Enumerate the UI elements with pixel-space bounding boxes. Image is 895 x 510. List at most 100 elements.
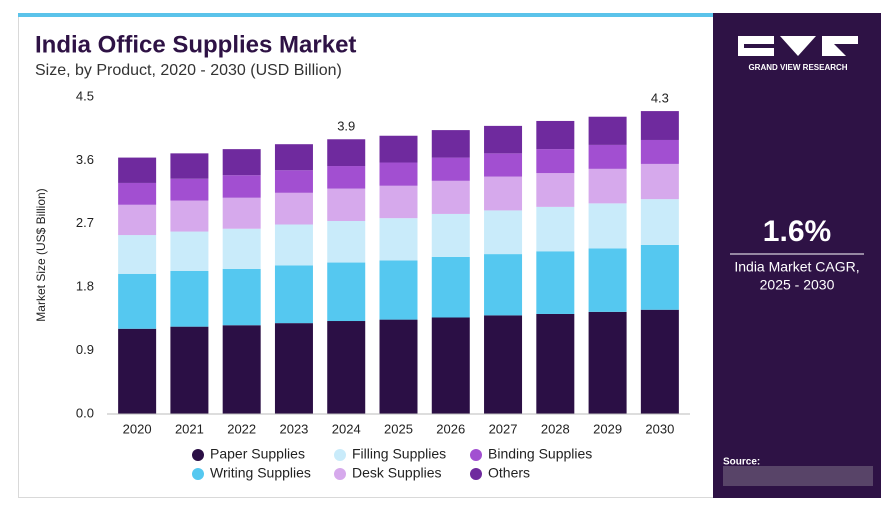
cagr-period: 2025 - 2030	[760, 277, 835, 293]
bar-segment	[118, 273, 157, 329]
bar-segment	[327, 166, 366, 189]
bar-segment	[536, 251, 575, 314]
bar-segment	[588, 116, 627, 145]
bar-segment	[588, 168, 627, 204]
bar-segment	[222, 175, 261, 198]
legend-label: Others	[488, 465, 530, 481]
x-tick-label: 2020	[123, 421, 152, 436]
bar-segment	[222, 149, 261, 176]
bar-segment	[484, 176, 523, 211]
bar-segment	[536, 120, 575, 150]
legend-label: Filling Supplies	[352, 446, 446, 462]
bar-segment	[379, 162, 418, 186]
legend-swatch	[334, 449, 346, 461]
bar-segment	[431, 213, 470, 257]
bar-segment	[274, 192, 313, 225]
bar-segment	[484, 254, 523, 316]
bar-segment	[327, 262, 366, 322]
bar-segment	[588, 248, 627, 312]
bar-segment	[274, 170, 313, 193]
brand: GRAND VIEW RESEARCH	[748, 63, 847, 72]
y-axis-label: Market Size (US$ Billion)	[34, 188, 48, 321]
bar-segment	[118, 157, 157, 183]
legend-label: Paper Supplies	[210, 446, 305, 462]
bar-segment	[379, 135, 418, 163]
legend-swatch	[334, 468, 346, 480]
bar-segment	[536, 173, 575, 207]
bar-segment	[118, 182, 157, 205]
sidebar	[713, 13, 881, 498]
total-label: 3.9	[337, 119, 355, 134]
y-tick-label: 0.0	[76, 405, 94, 420]
total-label: 4.3	[651, 91, 669, 106]
bar-segment	[588, 144, 627, 169]
legend-swatch	[192, 468, 204, 480]
legend-swatch	[192, 449, 204, 461]
bar-segment	[588, 311, 627, 414]
x-tick-label: 2021	[175, 421, 204, 436]
bar-segment	[640, 309, 679, 414]
bar-segment	[118, 328, 157, 414]
bar-segment	[118, 204, 157, 236]
bar-segment	[222, 325, 261, 414]
bar-segment	[431, 317, 470, 414]
legend-swatch	[470, 468, 482, 480]
x-tick-label: 2027	[489, 421, 518, 436]
bar-segment	[379, 218, 418, 261]
bar-segment	[222, 228, 261, 269]
bar-segment	[274, 265, 313, 324]
x-tick-label: 2022	[227, 421, 256, 436]
bar-segment	[379, 260, 418, 320]
x-tick-label: 2029	[593, 421, 622, 436]
y-tick-label: 1.8	[76, 279, 94, 294]
bar-segment	[327, 139, 366, 167]
bar-segment	[170, 270, 209, 327]
bar-segment	[274, 144, 313, 171]
bar-segment	[118, 235, 157, 274]
bar-segment	[536, 313, 575, 414]
bar-segment	[431, 157, 470, 181]
source-label: Source:	[723, 457, 760, 468]
bar-segment	[170, 231, 209, 271]
logo	[738, 36, 858, 56]
bar-segment	[588, 203, 627, 249]
logo-mark	[780, 36, 816, 56]
x-tick-label: 2030	[645, 421, 674, 436]
legend-label: Writing Supplies	[210, 465, 311, 481]
x-tick-label: 2023	[279, 421, 308, 436]
bar-segment	[170, 178, 209, 201]
bar-segment	[431, 256, 470, 318]
bar-segment	[274, 323, 313, 414]
chart-subtitle: Size, by Product, 2020 - 2030 (USD Billi…	[35, 62, 342, 79]
bar-segment	[640, 139, 679, 164]
x-tick-label: 2024	[332, 421, 361, 436]
bar-segment	[640, 244, 679, 310]
bar-segment	[640, 163, 679, 200]
x-tick-label: 2025	[384, 421, 413, 436]
bar-segment	[274, 224, 313, 266]
bar-segment	[327, 188, 366, 221]
bar-segment	[431, 180, 470, 214]
bar-segment	[327, 321, 366, 414]
bar-segment	[222, 268, 261, 326]
top-stripe	[18, 13, 713, 17]
chart-title: India Office Supplies Market	[35, 31, 356, 58]
bar-segment	[431, 130, 470, 158]
bar-segment	[222, 197, 261, 229]
legend-swatch	[470, 449, 482, 461]
bar-segment	[536, 206, 575, 252]
y-tick-label: 0.9	[76, 342, 94, 357]
legend-label: Binding Supplies	[488, 446, 592, 462]
bar-segment	[484, 153, 523, 177]
y-tick-label: 2.7	[76, 215, 94, 230]
y-tick-label: 4.5	[76, 88, 94, 103]
bar-segment	[379, 185, 418, 219]
x-tick-label: 2028	[541, 421, 570, 436]
cagr-label: India Market CAGR,	[734, 259, 859, 275]
bar-segment	[484, 125, 523, 154]
x-tick-label: 2026	[436, 421, 465, 436]
bar-segment	[640, 199, 679, 245]
bar-segment	[170, 153, 209, 179]
y-tick-label: 3.6	[76, 152, 94, 167]
